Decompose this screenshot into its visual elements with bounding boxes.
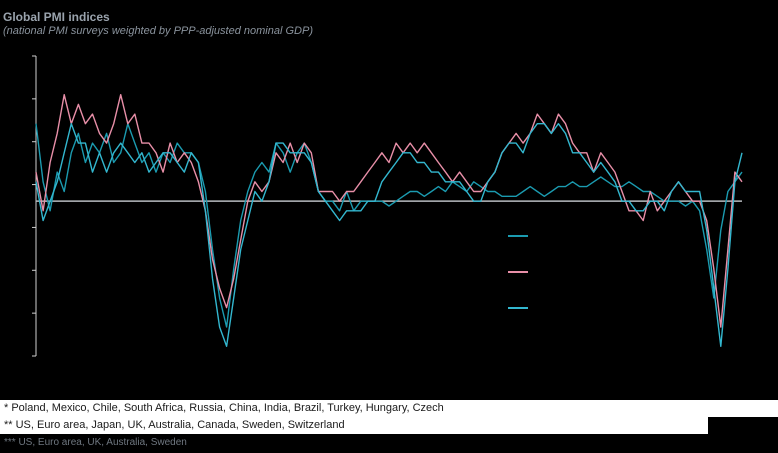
y-axis <box>32 55 37 357</box>
chart-subtitle: (national PMI surveys weighted by PPP-ad… <box>3 25 313 37</box>
footnote-2: ** US, Euro area, Japan, UK, Australia, … <box>0 417 708 434</box>
pmi-line-chart <box>32 55 743 357</box>
chart-title: Global PMI indices <box>3 10 110 24</box>
footnote-3: *** US, Euro area, UK, Australia, Sweden <box>4 437 187 448</box>
legend <box>508 235 528 309</box>
series-group <box>35 93 743 347</box>
series-line-2 <box>35 93 743 328</box>
footnotes: * Poland, Mexico, Chile, South Africa, R… <box>0 400 778 451</box>
footnote-1: * Poland, Mexico, Chile, South Africa, R… <box>0 400 778 417</box>
series-line-3 <box>35 122 743 347</box>
